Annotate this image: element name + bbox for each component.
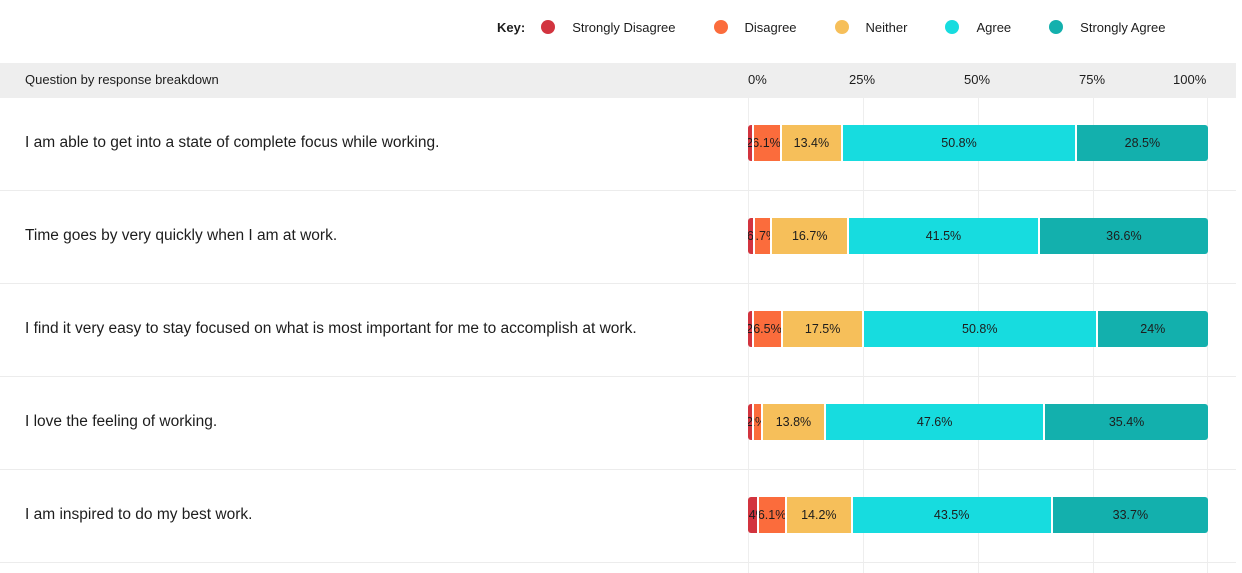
bar-segment-neither: 13.4% [781,125,844,161]
stacked-bar: 1.2%6.1%13.4%50.8%28.5% [748,125,1208,161]
chart-row: I find it very easy to stay focused on w… [0,284,1236,377]
legend-dot-neither [834,20,849,34]
stacked-bar: 1.2%6.5%17.5%50.8%24% [748,311,1208,347]
stacked-bar: 1.6%3.7%16.7%41.5%36.6% [748,218,1208,254]
bar-segment-strongly-agree: 35.4% [1045,404,1208,440]
bar-segment-disagree: 6.1% [753,125,782,161]
bar-segment-strongly-agree: 33.7% [1052,497,1208,533]
chart-row: I am able to get into a state of complet… [0,98,1236,191]
chart-header: Question by response breakdown 0% 25% 50% 7… [0,63,1236,98]
question-label: Time goes by very quickly when I am at w… [25,227,338,244]
bar-segment-disagree: 3.7% [755,218,773,254]
bar-segment-neither: 17.5% [783,311,864,347]
legend-label-neither: Neither [865,19,908,35]
bar-segment-disagree: 6.5% [753,311,784,347]
question-label: I am able to get into a state of complet… [25,134,440,151]
legend-item-strongly-disagree: Strongly Disagree [541,19,676,35]
legend-label-strongly-agree: Strongly Agree [1080,19,1166,35]
legend-label-disagree: Disagree [744,19,797,35]
x-tick-label: 100% [1173,72,1207,87]
bar-segment-neither: 14.2% [787,497,853,533]
legend: Key: Strongly Disagree Disagree Neither … [497,18,1165,36]
bar-segment-agree: 47.6% [826,404,1046,440]
bar-segment-agree: 50.8% [843,125,1077,161]
legend-item-disagree: Disagree [713,19,797,35]
legend-label-strongly-disagree: Strongly Disagree [572,19,676,35]
bar-segment-agree: 50.8% [863,311,1098,347]
legend-title: Key: [497,19,526,35]
chart-row: I am inspired to do my best work. 2.4%6.1… [0,470,1236,563]
legend-item-neither: Neither [834,19,908,35]
legend-dot-agree [945,20,960,34]
question-label: I find it very easy to stay focused on w… [25,320,637,337]
bar-segment-strongly-disagree: 1.2% [748,404,754,440]
bar-segment-strongly-agree: 36.6% [1039,218,1208,254]
bar-segment-strongly-disagree: 1.6% [748,218,756,254]
chart-row: Time goes by very quickly when I am at w… [0,191,1236,284]
legend-item-strongly-agree: Strongly Agree [1049,20,1165,35]
x-tick-label: 25% [849,72,876,87]
header-label: Question by response breakdown [25,72,219,87]
legend-label-agree: Agree [976,19,1012,35]
bar-segment-strongly-disagree: 1.2% [748,125,754,161]
bar-segment-neither: 16.7% [772,218,850,254]
bar-segment-agree: 41.5% [849,218,1040,254]
stacked-bar: 1.2%2%13.8%47.6%35.4% [748,404,1208,440]
chart-row: I love the feeling of working. 1.2%2%13.8… [0,377,1236,470]
x-tick-label: 75% [1079,72,1106,87]
legend-item-agree: Agree [945,20,1011,35]
bar-segment-disagree: 2% [753,404,763,440]
x-tick-label: 50% [964,72,991,87]
bar-segment-agree: 43.5% [852,497,1053,533]
stacked-bar: 2.4%6.1%14.2%43.5%33.7% [748,497,1208,533]
question-label: I love the feeling of working. [25,413,218,430]
bar-segment-neither: 13.8% [762,404,827,440]
bar-segment-strongly-agree: 28.5% [1076,125,1208,161]
legend-dot-strongly-disagree [541,20,556,34]
x-tick-label: 0% [748,72,767,87]
question-label: I am inspired to do my best work. [25,506,253,523]
legend-dot-strongly-agree [1049,20,1064,34]
bar-segment-strongly-disagree: 1.2% [748,311,754,347]
bar-segment-disagree: 6.1% [759,497,788,533]
bar-segment-strongly-disagree: 2.4% [748,497,760,533]
legend-dot-disagree [713,20,728,34]
bar-segment-strongly-agree: 24% [1097,311,1208,347]
